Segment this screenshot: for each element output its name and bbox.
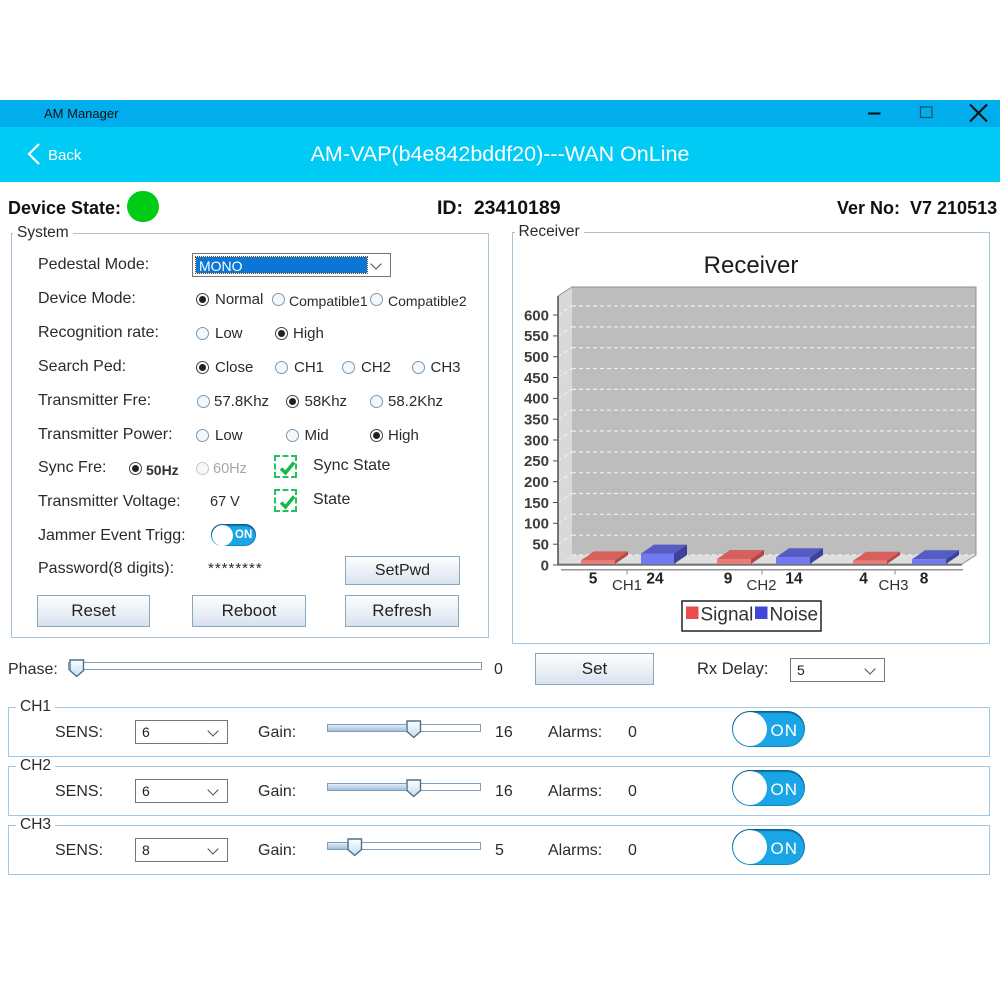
svg-text:500: 500: [524, 349, 549, 366]
svg-text:9: 9: [724, 571, 733, 588]
svg-text:CH2: CH2: [746, 577, 776, 594]
svg-text:450: 450: [524, 370, 549, 387]
svg-text:Signal: Signal: [701, 605, 754, 626]
svg-text:100: 100: [524, 516, 549, 533]
svg-text:250: 250: [524, 453, 549, 470]
svg-text:550: 550: [524, 328, 549, 345]
svg-text:300: 300: [524, 432, 549, 449]
svg-text:0: 0: [541, 557, 549, 574]
svg-text:CH1: CH1: [612, 577, 642, 594]
svg-text:400: 400: [524, 391, 549, 408]
svg-text:CH3: CH3: [878, 577, 908, 594]
svg-text:4: 4: [859, 571, 868, 588]
svg-text:5: 5: [589, 571, 598, 588]
svg-text:150: 150: [524, 495, 549, 512]
svg-text:50: 50: [532, 537, 549, 554]
svg-text:Noise: Noise: [770, 605, 819, 626]
svg-text:200: 200: [524, 474, 549, 491]
svg-text:8: 8: [920, 571, 929, 588]
svg-text:600: 600: [524, 307, 549, 324]
svg-text:14: 14: [785, 571, 803, 588]
svg-text:Receiver: Receiver: [704, 252, 799, 279]
svg-text:24: 24: [646, 571, 664, 588]
svg-text:350: 350: [524, 412, 549, 429]
